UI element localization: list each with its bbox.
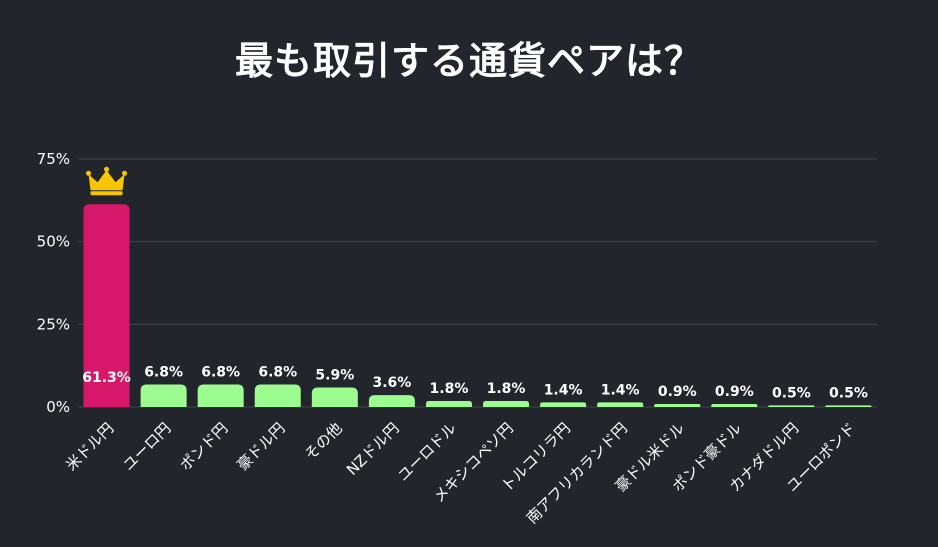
bar-2 <box>197 384 244 407</box>
value-label-3: 6.8% <box>258 365 297 381</box>
bar-4 <box>311 387 358 407</box>
x-tick-label-3: 豪ドル円 <box>233 419 288 474</box>
value-label-13: 0.5% <box>829 385 868 401</box>
y-tick-label: 75% <box>37 150 70 168</box>
y-tick-label: 25% <box>37 315 70 333</box>
bar-13 <box>825 405 872 407</box>
y-axis-ticks: 0% 25% 50% 75% <box>37 150 70 416</box>
value-labels: 61.3% 6.8% 6.8% 6.8% 5.9% 3.6% 1.8% 1.8% 1.4% 1.4… <box>82 166 868 401</box>
x-tick-label-5: NZドル円 <box>343 419 403 479</box>
bar-11 <box>711 404 758 407</box>
bar-10 <box>654 404 701 407</box>
value-label-11: 0.9% <box>715 384 754 400</box>
x-axis-ticks: 米ドル円 ユーロ円 ポンド円 豪ドル円 その他NZドル円ユーロドルメキシコペソ円トルコリ… <box>62 419 859 527</box>
bar-5 <box>368 395 415 407</box>
value-label-0: 61.3% <box>82 370 131 386</box>
x-tick-label-2: ポンド円 <box>176 419 231 474</box>
value-label-7: 1.8% <box>487 381 526 397</box>
bar-6 <box>425 401 472 407</box>
value-label-4: 5.9% <box>315 367 354 383</box>
y-tick-label: 50% <box>37 233 70 251</box>
value-label-9: 1.4% <box>601 382 640 398</box>
value-label-8: 1.4% <box>544 382 583 398</box>
x-tick-label-1: ユーロ円 <box>119 419 174 474</box>
x-tick-label-4: その他 <box>301 419 346 464</box>
value-label-6: 1.8% <box>430 381 469 397</box>
bar-3 <box>254 384 301 407</box>
y-tick-label: 0% <box>46 398 70 416</box>
value-label-1: 6.8% <box>144 365 183 381</box>
crown-icon <box>86 166 128 196</box>
bar-0 <box>83 204 130 407</box>
x-tick-label-9: 南アフリカランド円 <box>523 419 631 527</box>
value-label-2: 6.8% <box>201 365 240 381</box>
value-label-12: 0.5% <box>772 385 811 401</box>
bar-12 <box>768 405 815 407</box>
bar-9 <box>597 402 644 407</box>
chart-title: 最も取引する通貨ペアは？ <box>234 39 703 83</box>
value-label-5: 3.6% <box>372 375 411 391</box>
bar-8 <box>540 402 587 407</box>
gridlines <box>78 158 877 408</box>
bars <box>83 204 872 407</box>
value-label-10: 0.9% <box>658 384 697 400</box>
bar-1 <box>140 384 187 407</box>
x-tick-label-0: 米ドル円 <box>62 419 117 474</box>
bar-7 <box>483 401 530 407</box>
